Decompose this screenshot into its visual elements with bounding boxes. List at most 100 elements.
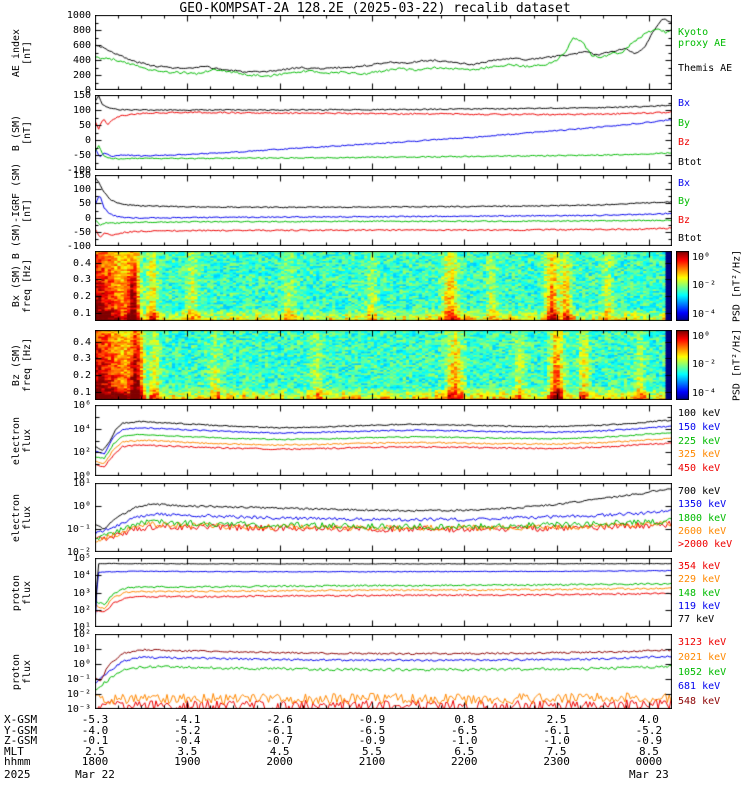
ae-index-panel-ytick-3: 400 xyxy=(72,55,91,66)
proton-flux-high-panel-legend-1: 2021 keV xyxy=(678,651,727,663)
bottom-row-label-3: MLT xyxy=(4,744,24,758)
bx-spectrogram-panel-ytick-2: 0.2 xyxy=(72,291,91,302)
electron-flux-high-panel-ytick-1: 10⁰ xyxy=(72,501,91,512)
proton-flux-low-panel-legend-2: 148 keV xyxy=(678,587,721,599)
bottom-row-label-2: Z-GSM xyxy=(4,734,38,747)
bottom-val-2-4: -1.0 xyxy=(451,734,478,747)
bottom-val-1-2: -6.1 xyxy=(266,723,293,737)
b-sm-panel-legend-2: Bz xyxy=(678,137,691,149)
proton-flux-high-panel-ylabel: proton flux xyxy=(11,653,33,690)
bx-spectrogram-panel-ylabel: Bx (SM) freq [Hz] xyxy=(11,258,33,314)
bx-spectrogram-panel-colorbar xyxy=(676,251,689,321)
proton-flux-low-panel-legend-1: 229 keV xyxy=(678,574,721,586)
b-igrf-panel-legend-0: Bx xyxy=(678,178,691,189)
proton-flux-high-panel-legend-3: 681 keV xyxy=(678,681,721,693)
b-igrf-panel-ylabel: B (SM)-IGRF (SM) [nT] xyxy=(11,162,33,259)
proton-flux-high-panel-ytick-3: 10⁻¹ xyxy=(66,674,91,685)
proton-flux-high-panel-legend-0: 3123 keV xyxy=(678,637,727,648)
ae-index-panel-ytick-4: 200 xyxy=(72,70,91,81)
proton-flux-high-panel-ytick-0: 10² xyxy=(72,629,91,640)
bz-spectrogram-panel-colorbar xyxy=(676,330,689,400)
bx-spectrogram-panel-ytick-1: 0.3 xyxy=(72,274,91,286)
bottom-row-label-5: 2025 xyxy=(4,767,31,781)
electron-flux-low-panel-legend-2: 225 keV xyxy=(678,435,721,447)
proton-flux-low-panel-ytick-0: 10⁵ xyxy=(72,553,91,564)
electron-flux-low-panel-legend-3: 325 keV xyxy=(678,449,721,461)
proton-flux-low-panel-ytick-2: 10³ xyxy=(72,587,91,599)
bottom-val-1-3: -6.5 xyxy=(358,723,386,737)
electron-flux-low-panel-canvas xyxy=(95,405,672,476)
proton-flux-low-panel-legend-3: 119 keV xyxy=(678,600,721,612)
bottom-val-0-2: -2.6 xyxy=(266,713,293,726)
proton-flux-low-panel-ytick-4: 10¹ xyxy=(72,622,91,633)
proton-flux-high-panel-legend-2: 1052 keV xyxy=(678,666,727,678)
bottom-val-3-0: 2.5 xyxy=(85,744,105,758)
bottom-val-3-3: 5.5 xyxy=(362,744,382,758)
bottom-val-3-5: 7.5 xyxy=(546,744,567,758)
proton-flux-low-panel-canvas xyxy=(95,558,672,627)
b-sm-panel-legend-3: Btot xyxy=(678,157,703,168)
electron-flux-high-panel-legend-2: 1800 keV xyxy=(678,512,727,524)
bottom-val-2-3: -0.9 xyxy=(358,734,386,747)
proton-flux-high-panel-ytick-1: 10¹ xyxy=(72,644,91,655)
bottom-val-5-6: Mar 23 xyxy=(629,767,669,781)
ae-index-panel-legend-0: Kyoto proxy AE xyxy=(678,27,727,49)
proton-flux-high-panel-ytick-5: 10⁻³ xyxy=(66,704,91,715)
bx-spectrogram-panel-canvas xyxy=(95,251,672,321)
b-igrf-panel-ytick-5: -100 xyxy=(66,241,91,252)
b-sm-panel-ylabel: B (SM) [nT] xyxy=(11,114,33,151)
ae-index-panel-ytick-1: 800 xyxy=(72,25,91,36)
electron-flux-high-panel-legend-4: >2000 keV xyxy=(678,539,733,550)
b-sm-panel-ytick-3: 0 xyxy=(84,135,91,146)
bottom-val-0-1: -4.1 xyxy=(174,713,201,726)
b-sm-panel-ytick-1: 100 xyxy=(72,105,91,116)
bottom-val-3-2: 4.5 xyxy=(269,744,290,758)
bottom-val-0-5: 2.5 xyxy=(546,713,567,726)
bz-spectrogram-panel-ytick-2: 0.2 xyxy=(72,370,91,381)
proton-flux-low-panel-ytick-1: 10⁴ xyxy=(72,570,91,582)
proton-flux-high-panel-canvas xyxy=(95,634,672,709)
bottom-val-2-6: -0.9 xyxy=(635,734,663,747)
bx-spectrogram-panel-cbtick-2: 10⁻⁴ xyxy=(692,308,717,320)
ae-index-panel-canvas xyxy=(95,15,672,90)
bz-spectrogram-panel-cbtick-2: 10⁻⁴ xyxy=(692,387,717,399)
electron-flux-high-panel-canvas xyxy=(95,483,672,552)
bottom-val-4-1: 1900 xyxy=(174,755,201,768)
bottom-val-2-5: -1.0 xyxy=(543,734,570,747)
proton-flux-high-panel-ytick-4: 10⁻² xyxy=(66,689,91,700)
ae-index-panel-ytick-2: 600 xyxy=(72,40,91,51)
b-igrf-panel-legend-2: Bz xyxy=(678,214,691,226)
electron-flux-low-panel-legend-0: 100 keV xyxy=(678,408,721,419)
bottom-val-3-4: 6.5 xyxy=(454,744,475,758)
bottom-val-4-6: 0000 xyxy=(635,755,663,768)
bottom-val-1-1: -5.2 xyxy=(174,723,201,737)
electron-flux-low-panel-ytick-6: 10⁰ xyxy=(72,471,91,482)
electron-flux-low-panel-legend-1: 150 keV xyxy=(678,421,721,433)
proton-flux-low-panel-legend-0: 354 keV xyxy=(678,561,721,572)
bz-spectrogram-panel-ytick-0: 0.4 xyxy=(72,336,91,348)
bottom-val-1-5: -6.1 xyxy=(543,723,570,737)
bottom-val-4-2: 2000 xyxy=(266,755,293,768)
proton-flux-low-panel-ylabel: proton flux xyxy=(11,574,33,611)
electron-flux-low-panel-ytick-0: 10⁶ xyxy=(72,400,91,411)
bx-spectrogram-panel-cbtick-1: 10⁻² xyxy=(692,280,717,292)
electron-flux-high-panel-legend-3: 2600 keV xyxy=(678,525,727,537)
bx-spectrogram-panel-ytick-0: 0.4 xyxy=(72,257,91,269)
bz-spectrogram-panel-cbtick-0: 10⁰ xyxy=(692,330,711,342)
b-sm-panel-ytick-4: -50 xyxy=(72,150,91,161)
electron-flux-high-panel-ytick-3: 10⁻² xyxy=(66,547,91,558)
electron-flux-high-panel-legend-1: 1350 keV xyxy=(678,499,727,511)
b-igrf-panel-ytick-0: 150 xyxy=(72,170,91,181)
bottom-val-4-3: 2100 xyxy=(358,755,386,768)
bottom-row-label-0: X-GSM xyxy=(4,713,38,726)
bottom-val-1-6: -5.2 xyxy=(635,723,663,737)
b-igrf-panel-ytick-3: 0 xyxy=(84,212,91,224)
ae-index-panel-legend-1: Themis AE xyxy=(678,63,733,74)
bz-spectrogram-panel-ytick-1: 0.3 xyxy=(72,353,91,365)
bx-spectrogram-panel-cbtick-0: 10⁰ xyxy=(692,251,711,263)
ae-index-panel-ytick-5: 0 xyxy=(84,85,91,96)
b-sm-panel-legend-1: By xyxy=(678,117,691,129)
bottom-val-2-1: -0.4 xyxy=(174,734,201,747)
b-sm-panel-ytick-5: -100 xyxy=(66,165,91,176)
